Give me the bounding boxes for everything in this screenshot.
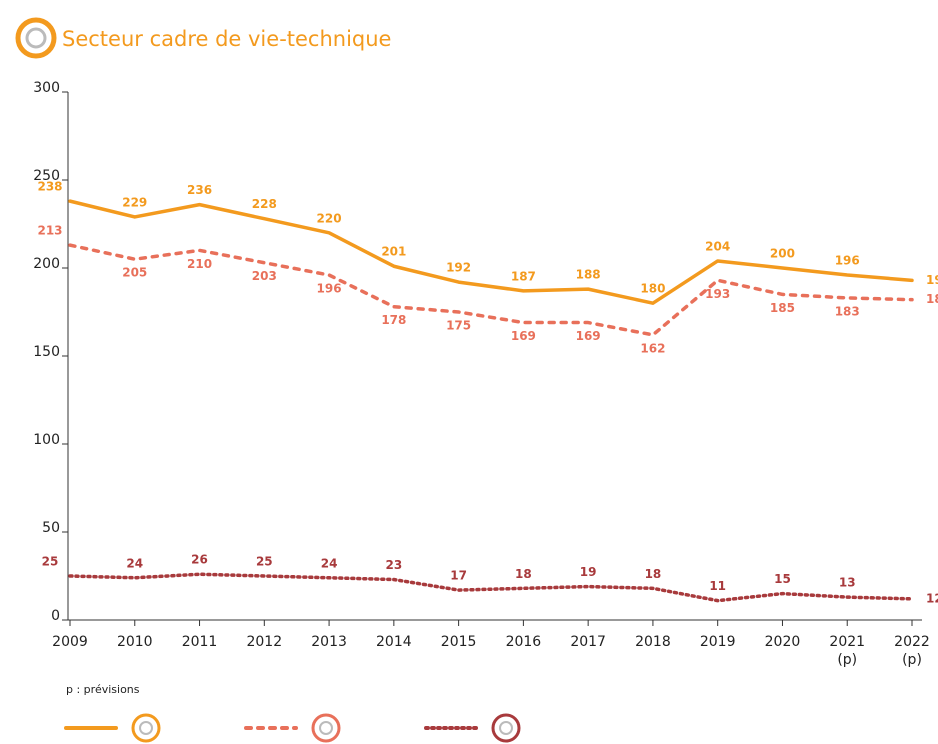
value-label: 169 (576, 329, 601, 343)
y-tick-label: 300 (33, 80, 60, 96)
value-label: 25 (256, 555, 273, 569)
x-tick-label: 2022 (894, 634, 930, 650)
value-label: 15 (774, 572, 791, 586)
title-icon-inner (25, 27, 47, 49)
x-tick-label: 2021 (829, 634, 865, 650)
x-tick-label: 2013 (311, 634, 347, 650)
y-tick-label: 0 (51, 608, 60, 624)
x-tick-label: 2010 (117, 634, 153, 650)
series-line (68, 199, 914, 305)
value-label: 210 (187, 257, 212, 271)
x-tick-label: 2014 (376, 634, 412, 650)
value-label: 204 (705, 239, 730, 253)
value-label: 19 (580, 565, 597, 579)
value-label: 192 (446, 261, 471, 275)
value-label: 24 (321, 556, 338, 570)
value-label: 185 (770, 301, 795, 315)
y-tick-label: 250 (33, 168, 60, 184)
value-label: 213 (37, 224, 62, 238)
value-label: 196 (835, 254, 860, 268)
value-label: 205 (122, 266, 147, 280)
x-tick-sublabel: (p) (902, 652, 922, 668)
value-label: 203 (252, 269, 277, 283)
value-label: 12 (926, 591, 938, 605)
value-label: 196 (317, 282, 342, 296)
legend-icon-inner (499, 721, 513, 735)
x-tick-label: 2016 (506, 634, 542, 650)
value-label: 11 (709, 579, 726, 593)
value-label: 162 (640, 341, 665, 355)
value-label: 18 (645, 567, 662, 581)
value-label: 193 (926, 273, 938, 287)
value-label: 180 (640, 282, 665, 296)
title-icon (15, 17, 57, 59)
value-label: 183 (835, 304, 860, 318)
value-label: 178 (381, 313, 406, 327)
value-label: 187 (511, 269, 536, 283)
value-label: 188 (576, 268, 601, 282)
y-tick-label: 100 (33, 432, 60, 448)
value-label: 220 (317, 211, 342, 225)
value-label: 193 (705, 287, 730, 301)
value-label: 229 (122, 195, 147, 209)
value-label: 23 (385, 558, 402, 572)
y-tick-label: 150 (33, 344, 60, 360)
x-tick-label: 2015 (441, 634, 477, 650)
value-label: 182 (926, 292, 938, 306)
legend-icon-inner (319, 721, 333, 735)
x-tick-label: 2017 (570, 634, 606, 650)
legend-icon-inner (139, 721, 153, 735)
legend-icon (491, 713, 521, 743)
value-label: 175 (446, 319, 471, 333)
x-tick-label: 2019 (700, 634, 736, 650)
value-label: 24 (126, 556, 143, 570)
value-label: 169 (511, 329, 536, 343)
x-tick-label: 2009 (52, 634, 88, 650)
value-label: 13 (839, 576, 856, 590)
x-tick-sublabel: (p) (837, 652, 857, 668)
value-label: 18 (515, 567, 532, 581)
value-label: 26 (191, 553, 208, 567)
x-tick-label: 2011 (182, 634, 218, 650)
series-line (68, 243, 914, 337)
chart-title: Secteur cadre de vie-technique (62, 27, 391, 51)
value-label: 17 (450, 569, 467, 583)
series-line (68, 572, 914, 603)
x-tick-label: 2020 (765, 634, 801, 650)
value-label: 25 (42, 555, 59, 569)
value-label: 200 (770, 247, 795, 261)
value-label: 201 (381, 245, 406, 259)
value-label: 236 (187, 183, 212, 197)
legend-icon (311, 713, 341, 743)
y-tick-label: 50 (42, 520, 60, 536)
value-label: 238 (37, 180, 62, 194)
y-tick-label: 200 (33, 256, 60, 272)
value-label: 228 (252, 197, 277, 211)
x-tick-label: 2018 (635, 634, 671, 650)
legend-icon (131, 713, 161, 743)
note: p : prévisions (66, 683, 140, 696)
x-tick-label: 2012 (246, 634, 282, 650)
